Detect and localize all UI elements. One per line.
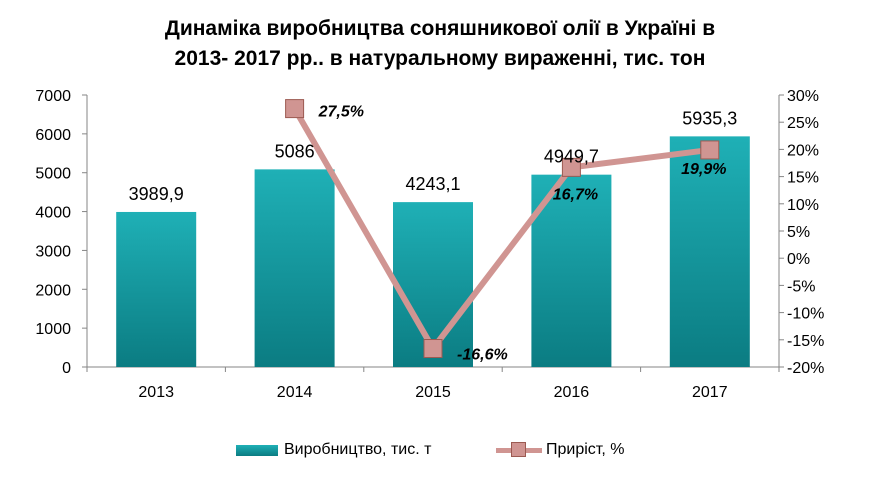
y-right-tick-label: -10%	[787, 306, 824, 323]
y-right-tick-label: 20%	[787, 142, 819, 159]
bar-value-label: 3989,9	[129, 184, 184, 204]
bar-value-label: 5935,3	[682, 108, 737, 128]
x-tick-label: 2014	[277, 384, 313, 401]
growth-value-label: 19,9%	[681, 161, 726, 178]
growth-point-marker	[700, 140, 720, 160]
chart-title-line-1: Динаміка виробництва соняшникової олії в…	[164, 17, 716, 40]
y-right-tick-label: 30%	[787, 88, 819, 105]
growth-point-marker	[423, 339, 443, 359]
y-left-tick-label: 0	[62, 360, 71, 377]
legend-item-production: Виробництво, тис. т	[236, 438, 431, 462]
chart-title: Динаміка виробництва соняшникової олії в…	[0, 14, 880, 74]
y-right-tick-label: 0%	[787, 251, 810, 268]
bar-value-label: 4949,7	[544, 147, 599, 167]
legend-item-growth: Приріст, %	[496, 438, 624, 462]
legend: Виробництво, тис. т Приріст, %	[0, 438, 880, 462]
growth-point-marker	[561, 157, 581, 177]
y-left-tick-label: 3000	[35, 243, 71, 260]
y-right-tick-label: -5%	[787, 278, 815, 295]
y-left-tick-label: 6000	[35, 127, 71, 144]
legend-label-production: Виробництво, тис. т	[284, 441, 432, 458]
growth-value-label: 27,5%	[318, 104, 364, 121]
y-left-tick-label: 4000	[35, 205, 71, 222]
chart-title-line-2: 2013- 2017 рр.. в натуральному вираженні…	[174, 47, 706, 70]
y-right-tick-label: -15%	[787, 333, 824, 350]
growth-point-marker	[285, 99, 305, 119]
legend-swatch-growth	[496, 442, 542, 457]
bar	[254, 169, 335, 367]
growth-value-label: -16,6%	[457, 347, 508, 364]
growth-value-label: 16,7%	[553, 186, 598, 203]
y-right-tick-label: 25%	[787, 115, 819, 132]
y-left-tick-label: 2000	[35, 282, 71, 299]
x-tick-label: 2013	[138, 384, 174, 401]
bar	[116, 211, 197, 367]
y-left-tick-label: 5000	[35, 166, 71, 183]
legend-swatch-production	[236, 444, 278, 456]
y-left-tick-label: 1000	[35, 321, 71, 338]
x-tick-label: 2015	[415, 384, 451, 401]
y-right-tick-label: 15%	[787, 170, 819, 187]
x-tick-label: 2017	[692, 384, 728, 401]
bar-value-label: 4243,1	[405, 174, 460, 194]
growth-line	[292, 107, 711, 352]
y-right-tick-label: 10%	[787, 197, 819, 214]
y-right-tick-label: -20%	[787, 360, 824, 377]
y-right-tick-label: 5%	[787, 224, 810, 241]
bar-value-label: 5086	[275, 141, 315, 161]
legend-swatch-growth-marker	[511, 442, 526, 457]
legend-label-growth: Приріст, %	[546, 441, 625, 458]
x-tick-label: 2016	[554, 384, 590, 401]
y-left-tick-label: 7000	[35, 88, 71, 105]
bar	[669, 136, 750, 367]
